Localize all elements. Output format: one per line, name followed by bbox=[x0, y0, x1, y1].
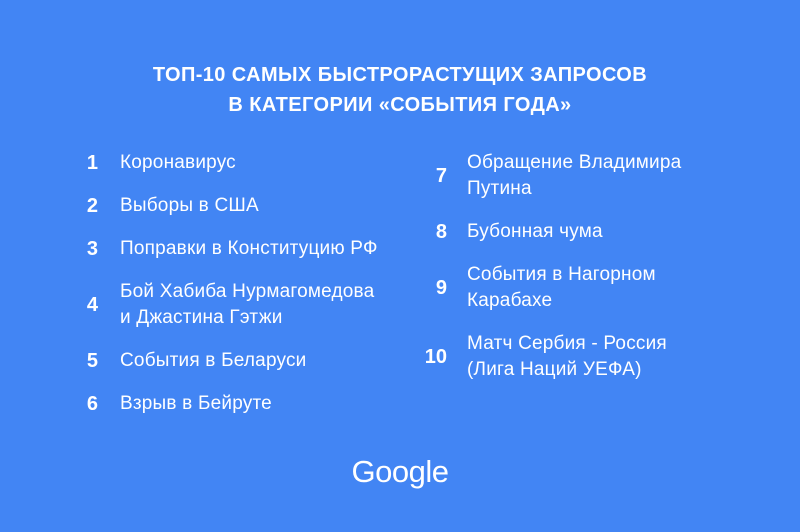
rank-number: 6 bbox=[86, 393, 98, 415]
title-line-2: В КАТЕГОРИИ «СОБЫТИЯ ГОДА» bbox=[228, 94, 572, 116]
rank-number: 1 bbox=[86, 152, 98, 174]
top10-list: 1 Коронавирус 2 Выборы в США 3 Поправки … bbox=[0, 150, 800, 434]
query-label: События в Нагорном Карабахе bbox=[467, 264, 656, 311]
query-label: События в Беларуси bbox=[120, 350, 307, 371]
list-item: 4 Бой Хабиба Нурмагомедова и Джастина Гэ… bbox=[60, 279, 405, 331]
list-item: 9 События в Нагорном Карабахе bbox=[405, 262, 745, 314]
rank-number: 9 bbox=[435, 277, 447, 299]
query-label: Поправки в Конституцию РФ bbox=[120, 238, 378, 259]
list-item: 6 Взрыв в Бейруте bbox=[60, 391, 405, 417]
rank-number: 4 bbox=[86, 294, 98, 316]
list-column-left: 1 Коронавирус 2 Выборы в США 3 Поправки … bbox=[60, 150, 405, 434]
list-column-right: 7 Обращение Владимира Путина 8 Бубонная … bbox=[405, 150, 745, 434]
query-label: Бой Хабиба Нурмагомедова и Джастина Гэтж… bbox=[120, 281, 375, 328]
query-label: Взрыв в Бейруте bbox=[120, 393, 272, 414]
list-item: 2 Выборы в США bbox=[60, 193, 405, 219]
query-label: Матч Сербия - Россия (Лига Наций УЕФА) bbox=[467, 333, 667, 380]
google-logo: Google bbox=[351, 454, 449, 489]
list-item: 10 Матч Сербия - Россия (Лига Наций УЕФА… bbox=[405, 331, 745, 383]
title-line-1: ТОП-10 САМЫХ БЫСТРОРАСТУЩИХ ЗАПРОСОВ bbox=[152, 64, 648, 86]
footer: Google bbox=[0, 454, 800, 490]
rank-number: 3 bbox=[86, 238, 98, 260]
list-item: 8 Бубонная чума bbox=[405, 219, 745, 245]
query-label: Бубонная чума bbox=[467, 221, 603, 242]
rank-number: 8 bbox=[435, 221, 447, 243]
rank-number: 2 bbox=[86, 195, 98, 217]
list-item: 5 События в Беларуси bbox=[60, 348, 405, 374]
query-label: Коронавирус bbox=[120, 152, 236, 173]
rank-number: 5 bbox=[86, 350, 98, 372]
query-label: Обращение Владимира Путина bbox=[467, 152, 682, 199]
list-item: 3 Поправки в Конституцию РФ bbox=[60, 236, 405, 262]
page-title: ТОП-10 САМЫХ БЫСТРОРАСТУЩИХ ЗАПРОСОВ В К… bbox=[0, 0, 800, 120]
rank-number: 7 bbox=[435, 165, 447, 187]
list-item: 7 Обращение Владимира Путина bbox=[405, 150, 745, 202]
rank-number: 10 bbox=[424, 346, 447, 368]
query-label: Выборы в США bbox=[120, 195, 259, 216]
list-item: 1 Коронавирус bbox=[60, 150, 405, 176]
